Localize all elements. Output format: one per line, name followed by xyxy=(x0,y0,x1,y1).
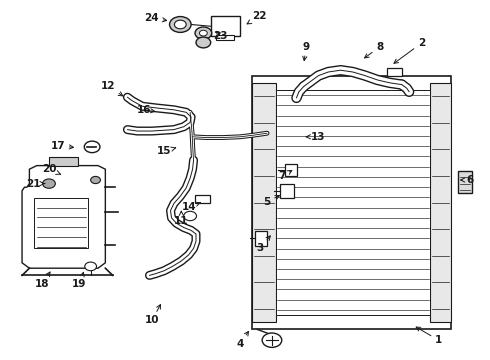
Text: 23: 23 xyxy=(213,31,228,41)
Circle shape xyxy=(170,17,191,32)
Circle shape xyxy=(85,262,97,271)
Circle shape xyxy=(262,333,282,347)
Text: 13: 13 xyxy=(306,132,326,142)
Text: 2: 2 xyxy=(394,38,425,63)
Bar xyxy=(252,76,451,329)
Circle shape xyxy=(195,27,212,39)
Text: 8: 8 xyxy=(365,42,383,58)
Circle shape xyxy=(199,30,207,36)
Text: 22: 22 xyxy=(247,11,267,24)
Text: 1: 1 xyxy=(416,327,442,345)
Bar xyxy=(387,68,402,76)
Text: 18: 18 xyxy=(34,272,50,289)
Bar xyxy=(458,171,472,193)
Circle shape xyxy=(184,211,196,221)
Bar xyxy=(216,35,234,40)
Text: 15: 15 xyxy=(157,146,176,156)
Bar xyxy=(285,164,297,176)
Text: 7: 7 xyxy=(278,170,292,181)
Text: 11: 11 xyxy=(174,211,189,226)
Circle shape xyxy=(174,20,186,29)
Bar xyxy=(34,198,88,248)
Bar xyxy=(276,90,430,315)
Circle shape xyxy=(43,179,55,188)
Bar xyxy=(430,83,451,322)
Circle shape xyxy=(91,176,100,184)
Text: 20: 20 xyxy=(42,164,61,174)
Bar xyxy=(252,83,276,322)
Text: 17: 17 xyxy=(50,141,74,151)
Text: 4: 4 xyxy=(236,332,248,349)
Text: 16: 16 xyxy=(137,105,155,115)
Bar xyxy=(211,16,240,36)
Bar xyxy=(195,195,210,203)
Text: 24: 24 xyxy=(145,13,167,23)
Text: 3: 3 xyxy=(256,236,270,253)
Text: 5: 5 xyxy=(264,195,279,207)
Text: 9: 9 xyxy=(303,42,310,60)
Text: 19: 19 xyxy=(72,273,87,289)
Text: 10: 10 xyxy=(145,305,161,325)
Polygon shape xyxy=(22,166,105,268)
Circle shape xyxy=(84,141,100,153)
Text: 21: 21 xyxy=(26,179,45,189)
Bar xyxy=(49,157,78,166)
Bar xyxy=(280,184,294,198)
Text: 14: 14 xyxy=(181,202,200,212)
Bar xyxy=(255,231,267,246)
Text: 12: 12 xyxy=(100,81,123,96)
Text: 6: 6 xyxy=(461,175,474,185)
Circle shape xyxy=(196,37,211,48)
